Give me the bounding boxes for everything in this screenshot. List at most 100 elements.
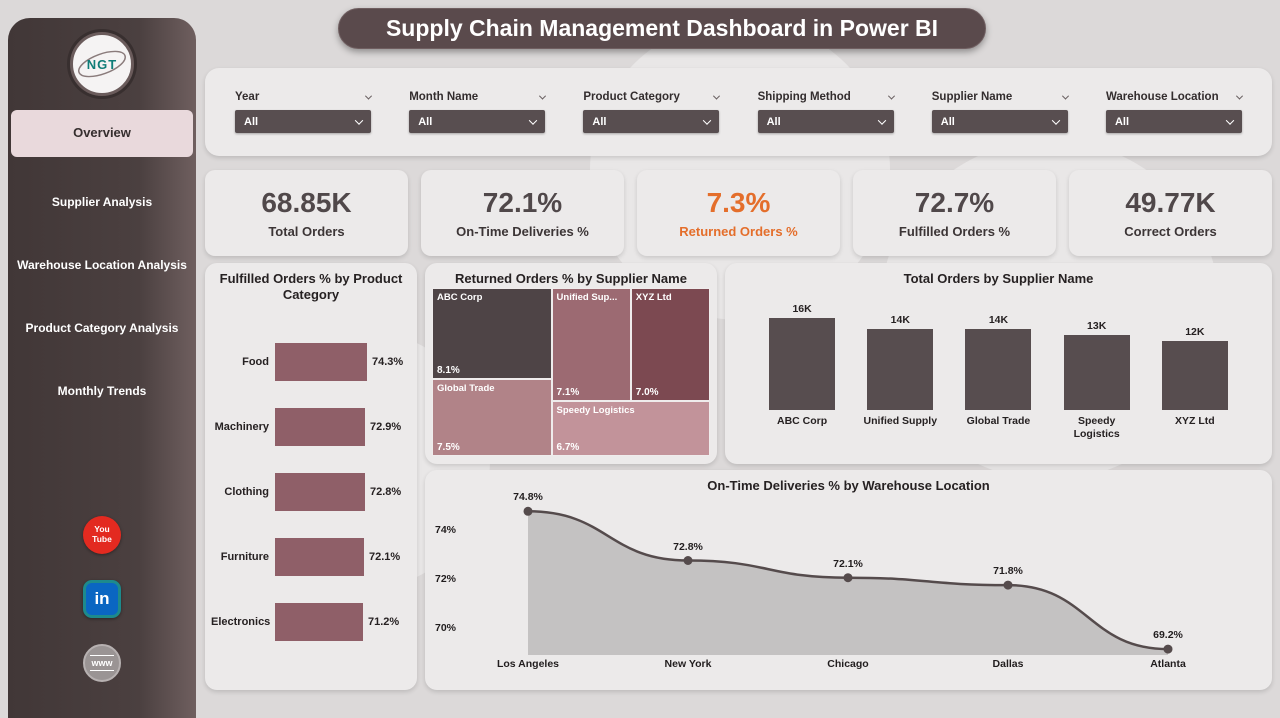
- chart-title: Fulfilled Orders % by Product Category: [219, 271, 403, 303]
- value-label: 71.2%: [368, 616, 400, 628]
- filter-year: Year All: [235, 91, 373, 133]
- point-label: 71.8%: [993, 565, 1023, 577]
- filter-product-category-dropdown[interactable]: All: [583, 110, 720, 133]
- chevron-down-icon[interactable]: [364, 92, 373, 100]
- value-label: 12K: [1185, 326, 1205, 338]
- kpi-label: Fulfilled Orders %: [898, 224, 1011, 239]
- column-bar[interactable]: [769, 318, 836, 410]
- category-label: Food: [242, 356, 269, 368]
- bar-clothing[interactable]: [275, 473, 365, 511]
- point-label: 72.1%: [833, 558, 863, 570]
- value-label: 16K: [792, 303, 812, 315]
- value-label: 13K: [1087, 320, 1107, 332]
- logo-orbit-icon: [78, 50, 126, 78]
- sidebar-item-overview[interactable]: Overview: [11, 110, 193, 157]
- data-point-los-angeles[interactable]: [523, 506, 533, 516]
- data-point-chicago[interactable]: [843, 573, 853, 583]
- kpi-fulfilled-orders: 72.7% Fulfilled Orders %: [853, 170, 1056, 256]
- treemap-tile-speedy-logistics[interactable]: Speedy Logistics 6.7%: [551, 400, 710, 456]
- filter-shipping-method-dropdown[interactable]: All: [757, 110, 894, 133]
- bar-row-electronics: Electronics 71.2%: [205, 590, 417, 655]
- category-label: ABC Corp: [777, 415, 828, 427]
- bar-furniture[interactable]: [275, 538, 364, 576]
- social-links: You Tube in www: [83, 516, 121, 682]
- kpi-value: 7.3%: [706, 187, 771, 218]
- kpi-on-time-deliveries: 72.1% On-Time Deliveries %: [421, 170, 624, 256]
- filter-supplier-name-label: Supplier Name: [931, 91, 1013, 103]
- kpi-value: 49.77K: [1125, 187, 1216, 218]
- filter-warehouse-location-label: Warehouse Location: [1105, 91, 1219, 103]
- treemap-tile-global-trade[interactable]: Global Trade 7.5%: [432, 378, 552, 456]
- chart-title: Total Orders by Supplier Name: [903, 271, 1094, 286]
- ngt-logo: NGT: [70, 32, 134, 96]
- chevron-down-icon: [354, 115, 364, 125]
- sidebar: NGT Overview Supplier Analysis Warehouse…: [8, 18, 196, 718]
- column-bar[interactable]: [1063, 335, 1130, 410]
- column-abc-corp: 16K ABC Corp: [754, 285, 850, 445]
- filter-supplier-name-dropdown[interactable]: All: [931, 110, 1068, 133]
- column-unified-supply: 14K Unified Supply: [852, 285, 948, 445]
- x-axis-label: Dallas: [992, 658, 1024, 670]
- sidebar-item-warehouse-location-analysis[interactable]: Warehouse Location Analysis: [17, 258, 187, 272]
- chevron-down-icon: [528, 115, 538, 125]
- category-label: Speedy Logistics: [1073, 415, 1120, 440]
- value-label: 72.9%: [370, 421, 402, 433]
- sidebar-item-product-category-analysis[interactable]: Product Category Analysis: [25, 321, 179, 335]
- filter-month-name-label: Month Name: [409, 91, 479, 103]
- chevron-down-icon[interactable]: [539, 92, 547, 100]
- bar-electronics[interactable]: [275, 603, 363, 641]
- filter-shipping-method: Shipping Method All: [757, 91, 895, 133]
- bar-machinery[interactable]: [275, 408, 365, 446]
- kpi-returned-orders: 7.3% Returned Orders %: [637, 170, 840, 256]
- column-speedy-logistics: 13K Speedy Logistics: [1049, 285, 1145, 445]
- filter-warehouse-location: Warehouse Location All: [1105, 91, 1243, 133]
- treemap-area: ABC Corp 8.1% Global Trade 7.5% Unified …: [432, 288, 710, 456]
- chevron-down-icon[interactable]: [887, 92, 895, 100]
- column-global-trade: 14K Global Trade: [950, 285, 1046, 445]
- area-chart-canvas: [523, 506, 1173, 655]
- x-axis-label: New York: [664, 658, 712, 670]
- returned-orders-treemap: Returned Orders % by Supplier Name ABC C…: [425, 263, 717, 464]
- bar-rows: Food 74.3% Machinery 72.9% Clothing 72.8…: [205, 330, 417, 655]
- chevron-down-icon[interactable]: [1061, 92, 1069, 100]
- column-bar[interactable]: [867, 329, 934, 410]
- area-fill: [528, 511, 1168, 655]
- youtube-icon[interactable]: You Tube: [83, 516, 121, 554]
- data-point-atlanta[interactable]: [1163, 644, 1173, 654]
- chevron-down-icon: [703, 115, 712, 125]
- sidebar-item-supplier-analysis[interactable]: Supplier Analysis: [51, 195, 153, 209]
- bar-food[interactable]: [275, 343, 367, 381]
- filter-month-name: Month Name All: [409, 91, 547, 133]
- filter-product-category-label: Product Category: [583, 91, 680, 103]
- category-label: XYZ Ltd: [1175, 415, 1215, 427]
- chevron-down-icon[interactable]: [713, 92, 721, 100]
- filter-supplier-name: Supplier Name All: [931, 91, 1069, 133]
- sidebar-item-monthly-trends[interactable]: Monthly Trends: [57, 384, 147, 398]
- bar-row-food: Food 74.3%: [205, 330, 417, 395]
- category-label: Electronics: [211, 616, 271, 628]
- filter-product-category: Product Category All: [583, 91, 721, 133]
- category-label: Clothing: [224, 486, 269, 498]
- category-label: Global Trade: [966, 415, 1031, 427]
- filters-panel: Year All Month Name All Product Category…: [205, 68, 1272, 156]
- chevron-down-icon[interactable]: [1235, 92, 1243, 100]
- value-label: 14K: [890, 314, 910, 326]
- kpi-row: 68.85K Total Orders 72.1% On-Time Delive…: [205, 170, 1272, 256]
- filter-warehouse-location-dropdown[interactable]: All: [1105, 110, 1242, 133]
- data-point-dallas[interactable]: [1003, 580, 1013, 590]
- filter-month-name-dropdown[interactable]: All: [409, 110, 546, 133]
- kpi-label: On-Time Deliveries %: [456, 224, 589, 239]
- treemap-tile-unified-supply[interactable]: Unified Sup... 7.1%: [551, 288, 631, 401]
- kpi-value: 68.85K: [261, 187, 352, 218]
- treemap-tile-xyz-ltd[interactable]: XYZ Ltd 7.0%: [630, 288, 710, 401]
- column-bar[interactable]: [965, 329, 1032, 410]
- website-globe-icon[interactable]: www: [83, 644, 121, 682]
- treemap-tile-abc-corp[interactable]: ABC Corp 8.1%: [432, 288, 552, 379]
- point-label: 72.8%: [673, 541, 703, 553]
- filter-year-dropdown[interactable]: All: [235, 110, 371, 133]
- filter-year-label: Year: [235, 91, 260, 103]
- data-point-new-york[interactable]: [683, 556, 693, 565]
- linkedin-icon[interactable]: in: [83, 580, 121, 618]
- column-bar[interactable]: [1161, 341, 1228, 410]
